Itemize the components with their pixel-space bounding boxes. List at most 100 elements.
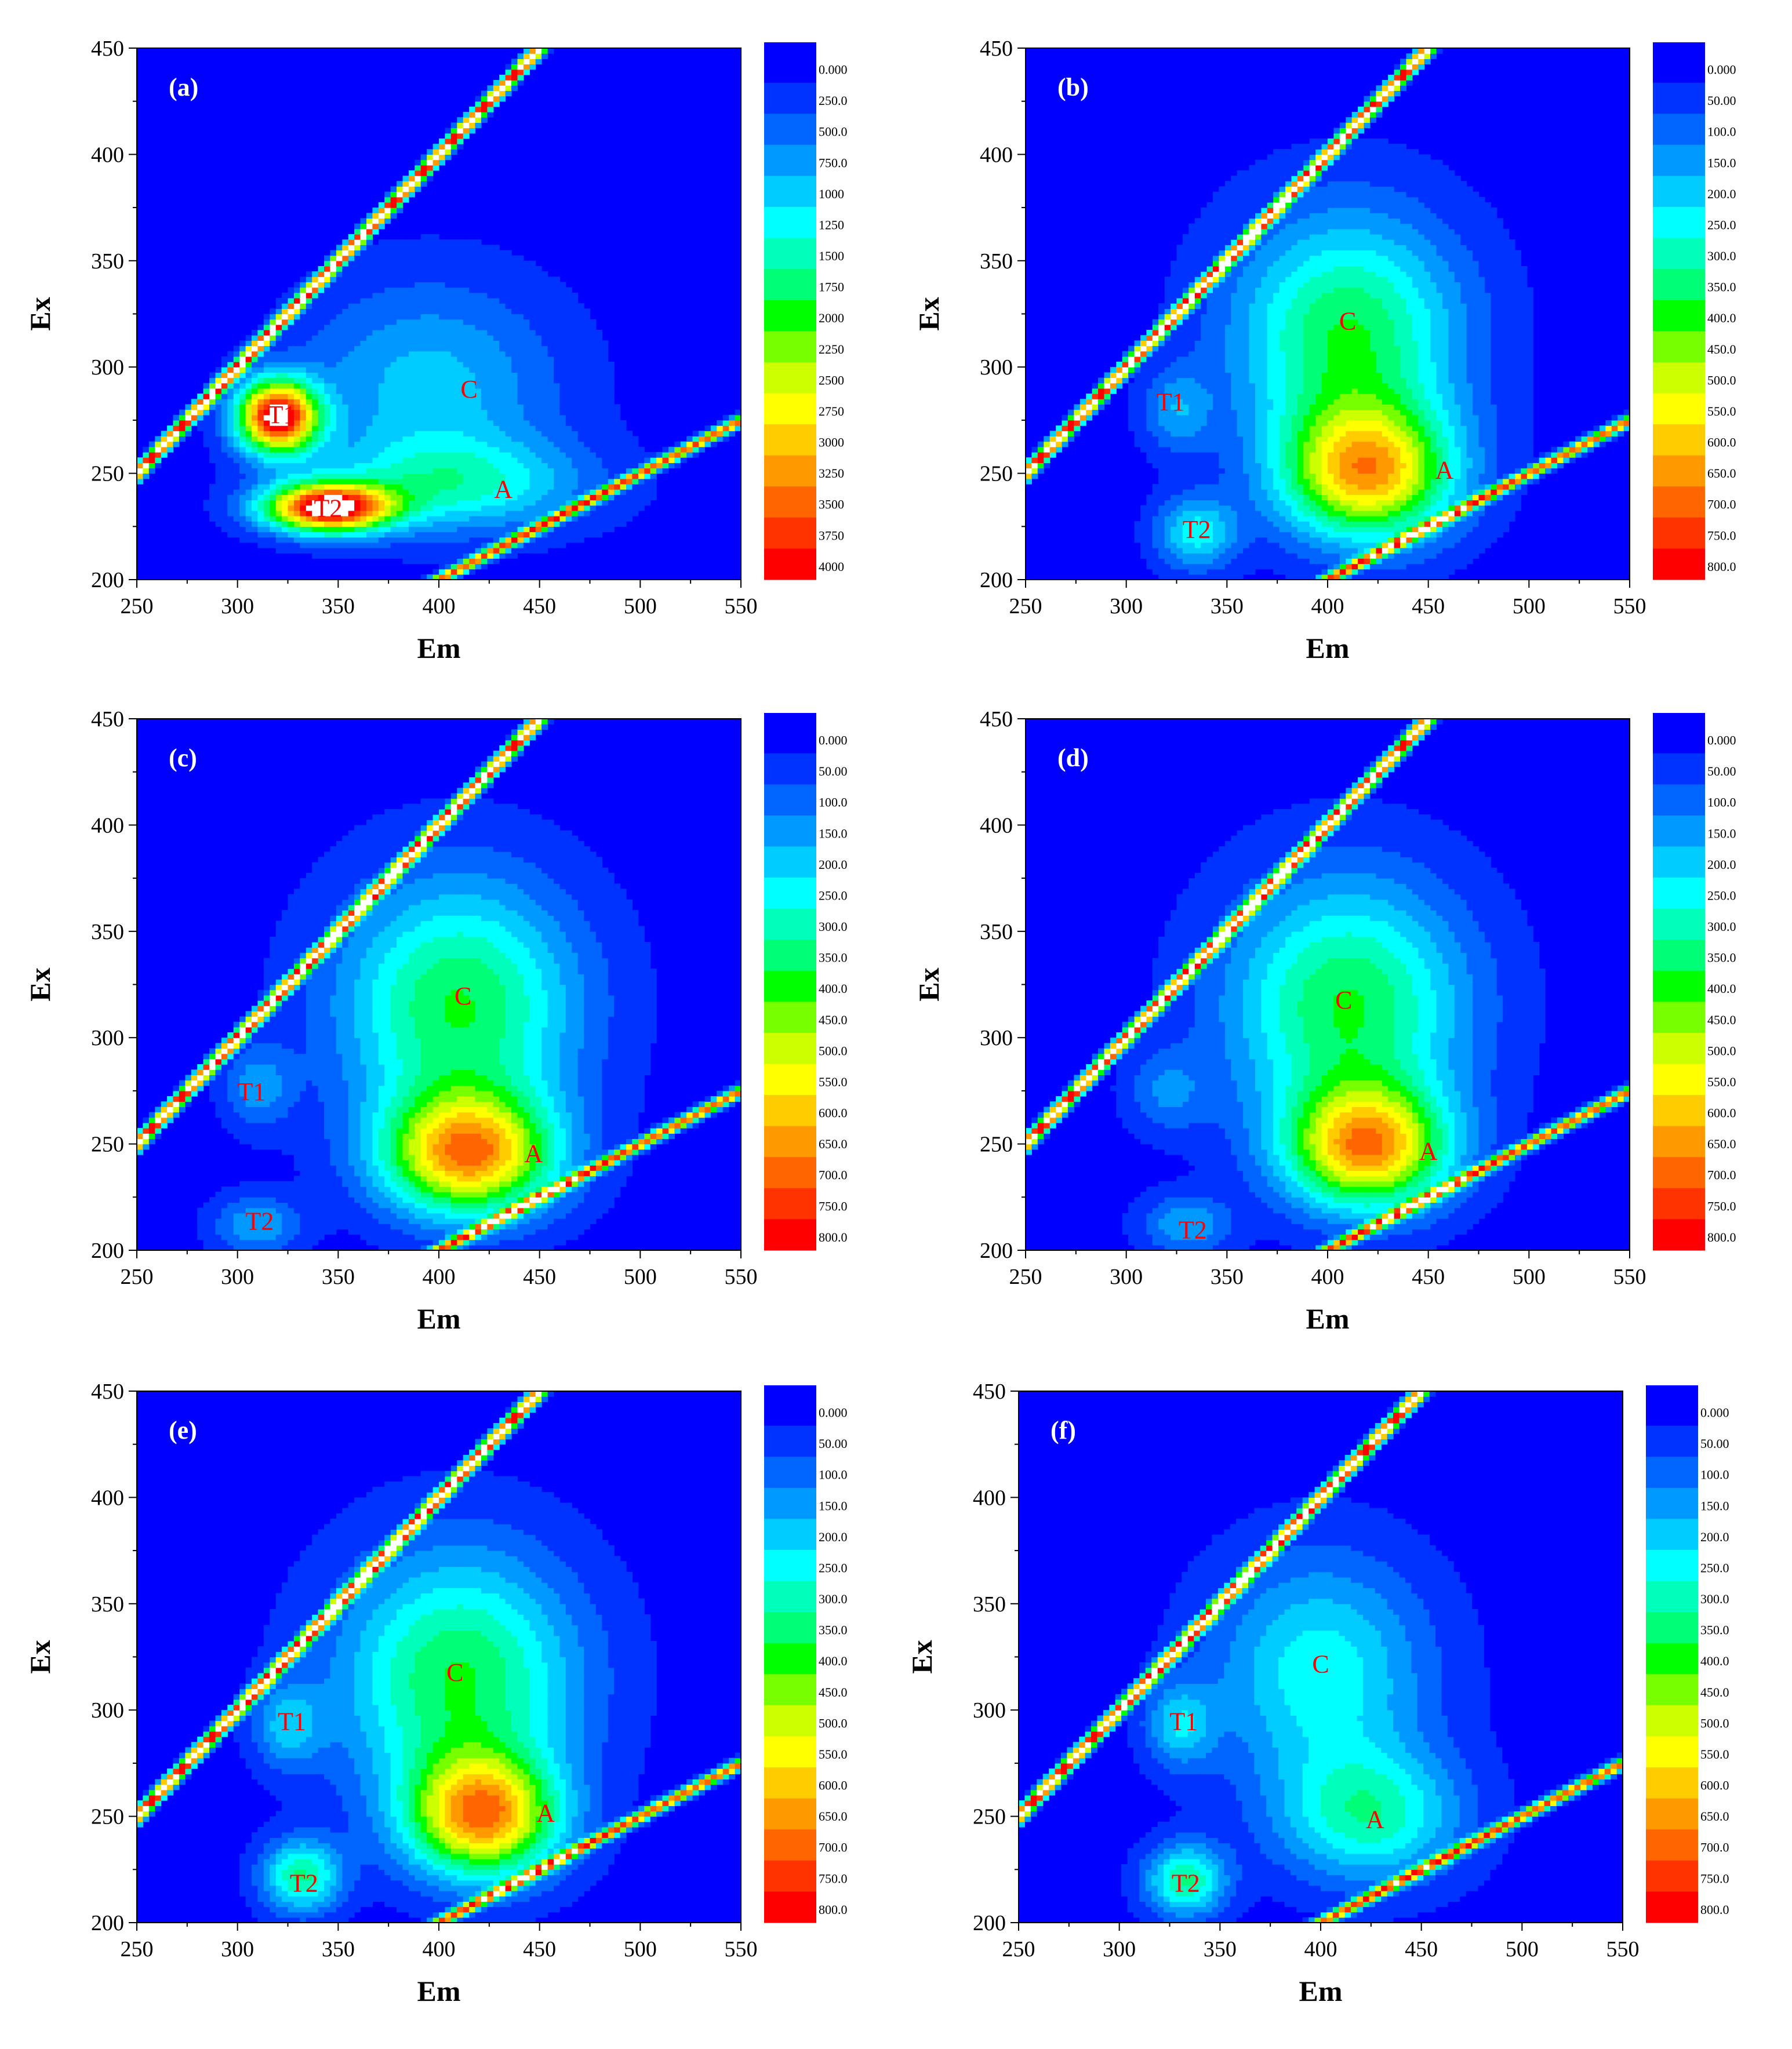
colorbar-segment bbox=[1646, 1581, 1698, 1613]
x-tick-label: 300 bbox=[1110, 594, 1143, 618]
colorbar-label: 700.0 bbox=[819, 1168, 848, 1182]
colorbar-segment bbox=[1646, 1612, 1698, 1644]
colorbar-segment bbox=[764, 1767, 816, 1799]
colorbar-label: 200.0 bbox=[819, 1530, 848, 1544]
y-tick-label: 300 bbox=[973, 1698, 1006, 1723]
colorbar-label: 600.0 bbox=[1707, 1106, 1736, 1120]
x-tick-label: 300 bbox=[221, 594, 254, 618]
colorbar-segment bbox=[764, 300, 816, 332]
colorbar-segment bbox=[764, 1002, 816, 1033]
colorbar-label: 0.000 bbox=[819, 733, 848, 748]
colorbar-segment bbox=[764, 331, 816, 363]
y-tick-label: 250 bbox=[91, 462, 124, 486]
x-tick-label: 400 bbox=[423, 594, 456, 618]
colorbar-segment bbox=[764, 206, 816, 239]
colorbar-label: 200.0 bbox=[819, 857, 848, 872]
colorbar-label: 300.0 bbox=[819, 919, 848, 934]
colorbar-label: 650.0 bbox=[1700, 1809, 1729, 1824]
y-tick-label: 250 bbox=[973, 1805, 1006, 1829]
colorbar-label: 300.0 bbox=[819, 1592, 848, 1606]
x-tick-label: 350 bbox=[1211, 1265, 1244, 1289]
colorbar-segment bbox=[764, 1705, 816, 1737]
x-tick-label: 450 bbox=[523, 1265, 556, 1289]
colorbar-segment bbox=[764, 52, 816, 83]
x-tick-label: 500 bbox=[624, 594, 657, 618]
colorbar-segment bbox=[764, 1157, 816, 1189]
colorbar-label: 350.0 bbox=[1700, 1623, 1729, 1637]
colorbar-segment bbox=[764, 1457, 816, 1488]
colorbar-segment bbox=[1646, 1891, 1698, 1923]
colorbar-label: 250.0 bbox=[819, 888, 848, 902]
colorbar-label: 750.0 bbox=[819, 155, 848, 170]
colorbar-label: 250.0 bbox=[1707, 217, 1736, 232]
y-tick-label: 200 bbox=[973, 1911, 1006, 1935]
colorbar-segment bbox=[764, 455, 816, 487]
peak-label-a: A bbox=[1419, 1137, 1438, 1166]
colorbar-segment bbox=[764, 1126, 816, 1158]
colorbar-label: 450.0 bbox=[1700, 1685, 1729, 1699]
colorbar-segment bbox=[764, 1188, 816, 1220]
x-tick-label: 550 bbox=[1613, 1265, 1646, 1289]
colorbar-label: 600.0 bbox=[1700, 1778, 1729, 1793]
y-axis-title: Ex bbox=[913, 967, 945, 1001]
peak-label-t1: T1 bbox=[1169, 1708, 1198, 1736]
colorbar-segment bbox=[1653, 908, 1705, 940]
x-tick-label: 500 bbox=[624, 1937, 657, 1961]
x-tick-label: 550 bbox=[725, 1265, 758, 1289]
colorbar: 0.000 250.0 500.0 750.0 1000 1250 1500 1750 2000… bbox=[764, 42, 848, 580]
x-axis-title: Em bbox=[1306, 632, 1350, 664]
colorbar-segment bbox=[1646, 1674, 1698, 1706]
x-tick-label: 350 bbox=[322, 1265, 355, 1289]
colorbar-segment bbox=[1653, 1095, 1705, 1127]
colorbar-segment bbox=[1653, 1188, 1705, 1220]
colorbar-label: 750.0 bbox=[819, 1199, 848, 1213]
y-tick-label: 200 bbox=[980, 568, 1013, 592]
heatmap-cells bbox=[1026, 48, 1630, 580]
colorbar-segment bbox=[764, 1798, 816, 1830]
colorbar-label: 300.0 bbox=[1707, 919, 1736, 934]
colorbar-label: 750.0 bbox=[819, 1871, 848, 1886]
colorbar-segment bbox=[1646, 1860, 1698, 1892]
colorbar-segment bbox=[764, 722, 816, 754]
colorbar-label: 450.0 bbox=[1707, 1013, 1736, 1027]
colorbar-label: 450.0 bbox=[1707, 342, 1736, 356]
colorbar-label: 350.0 bbox=[1707, 280, 1736, 294]
y-tick-label: 250 bbox=[980, 1133, 1013, 1157]
colorbar-segment bbox=[1653, 362, 1705, 394]
y-axis-title: Ex bbox=[913, 297, 945, 330]
x-tick-label: 500 bbox=[1513, 1265, 1546, 1289]
colorbar-segment bbox=[1653, 114, 1705, 145]
colorbar-label: 200.0 bbox=[1707, 857, 1736, 872]
colorbar-segment bbox=[764, 1891, 816, 1923]
colorbar-label: 250.0 bbox=[819, 93, 848, 108]
colorbar-label: 4000 bbox=[819, 559, 844, 574]
peak-label-a: A bbox=[1435, 456, 1454, 484]
y-tick-label: 300 bbox=[980, 1026, 1013, 1050]
colorbar-segment bbox=[764, 82, 816, 114]
colorbar-label: 700.0 bbox=[1700, 1840, 1729, 1855]
heatmap-cells bbox=[137, 48, 741, 580]
peak-label-t2: T2 bbox=[1172, 1869, 1200, 1897]
colorbar-label: 0.000 bbox=[1700, 1406, 1729, 1420]
y-tick-label: 250 bbox=[91, 1805, 124, 1829]
y-tick-label: 300 bbox=[91, 355, 124, 380]
colorbar-segment bbox=[1653, 1032, 1705, 1064]
colorbar-segment bbox=[1653, 1157, 1705, 1189]
colorbar-segment bbox=[1653, 238, 1705, 270]
x-tick-label: 550 bbox=[725, 594, 758, 618]
colorbar-label: 300.0 bbox=[1700, 1592, 1729, 1606]
colorbar-label: 150.0 bbox=[1700, 1498, 1729, 1513]
colorbar-segment bbox=[1653, 424, 1705, 456]
peak-label-t2: T2 bbox=[314, 494, 343, 522]
colorbar-segment bbox=[1646, 1798, 1698, 1830]
colorbar-segment bbox=[764, 877, 816, 909]
x-tick-label: 300 bbox=[1103, 1937, 1136, 1961]
y-tick-label: 400 bbox=[91, 1486, 124, 1510]
y-tick-label: 400 bbox=[973, 1486, 1006, 1510]
colorbar-label: 250.0 bbox=[819, 1560, 848, 1575]
x-tick-label: 450 bbox=[1412, 1265, 1445, 1289]
peak-label-t2: T2 bbox=[1179, 1215, 1207, 1244]
colorbar-label: 1500 bbox=[819, 249, 844, 263]
colorbar-segment bbox=[764, 1487, 816, 1519]
